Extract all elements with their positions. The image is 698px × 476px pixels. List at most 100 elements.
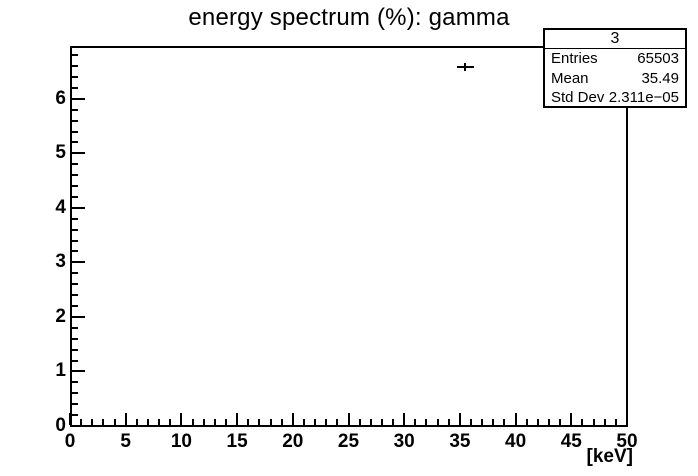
y-minor-tick <box>70 250 78 252</box>
stats-row-value: 65503 <box>637 50 679 68</box>
y-tick-label: 4 <box>55 196 66 218</box>
x-minor-tick <box>414 419 416 425</box>
y-minor-tick <box>70 163 78 165</box>
x-minor-tick <box>80 419 82 425</box>
y-minor-tick <box>70 338 78 340</box>
x-minor-tick <box>448 419 450 425</box>
x-minor-tick <box>169 419 171 425</box>
y-minor-tick <box>70 54 78 56</box>
x-minor-tick <box>548 419 550 425</box>
y-minor-tick <box>70 392 78 394</box>
x-tick-label: 50 <box>616 431 638 452</box>
y-major-tick <box>70 425 85 427</box>
x-major-tick <box>570 413 572 425</box>
x-minor-tick <box>325 419 327 425</box>
x-minor-tick <box>437 419 439 425</box>
plot-frame <box>70 46 628 427</box>
x-minor-tick <box>192 419 194 425</box>
x-minor-tick <box>158 419 160 425</box>
y-major-tick <box>70 370 85 372</box>
x-minor-tick <box>91 419 93 425</box>
y-minor-tick <box>70 403 78 405</box>
y-minor-tick <box>70 120 78 122</box>
x-major-tick <box>236 413 238 425</box>
stats-row: Mean 35.49 <box>545 69 685 89</box>
x-minor-tick <box>203 419 205 425</box>
x-minor-tick <box>214 419 216 425</box>
x-minor-tick <box>114 419 116 425</box>
x-major-tick <box>180 413 182 425</box>
x-minor-tick <box>247 419 249 425</box>
y-minor-tick <box>70 185 78 187</box>
x-minor-tick <box>314 419 316 425</box>
x-tick-label: 40 <box>505 431 527 452</box>
stats-row: Std Dev 2.311e−05 <box>545 88 685 108</box>
x-minor-tick <box>392 419 394 425</box>
y-tick-label: 3 <box>55 251 66 273</box>
x-minor-tick <box>281 419 283 425</box>
x-tick-label: 20 <box>282 431 304 452</box>
y-minor-tick <box>70 87 78 89</box>
stats-box-title: 3 <box>545 30 685 49</box>
x-minor-tick <box>258 419 260 425</box>
x-minor-tick <box>147 419 149 425</box>
x-minor-tick <box>425 419 427 425</box>
x-minor-tick <box>581 419 583 425</box>
x-minor-tick <box>336 419 338 425</box>
x-minor-tick <box>270 419 272 425</box>
plot-title: energy spectrum (%): gamma <box>188 4 510 31</box>
x-minor-tick <box>604 419 606 425</box>
stats-row-value: 35.49 <box>641 69 679 87</box>
y-minor-tick <box>70 272 78 274</box>
y-minor-tick <box>70 218 78 220</box>
y-major-tick <box>70 152 85 154</box>
y-minor-tick <box>70 283 78 285</box>
x-major-tick <box>403 413 405 425</box>
y-minor-tick <box>70 327 78 329</box>
x-minor-tick <box>481 419 483 425</box>
x-major-tick <box>626 413 628 425</box>
axis-tick-layer <box>69 46 628 427</box>
y-minor-tick <box>70 414 78 416</box>
stats-box-rows: Entries 65503 Mean 35.49 Std Dev 2.311e−05 <box>545 49 685 108</box>
y-major-tick <box>70 316 85 318</box>
x-tick-label: 35 <box>449 431 471 452</box>
x-minor-tick <box>615 419 617 425</box>
x-minor-tick <box>381 419 383 425</box>
x-minor-tick <box>593 419 595 425</box>
data-point-yerror-bar <box>464 62 467 71</box>
y-tick-label: 0 <box>55 415 66 436</box>
x-minor-tick <box>503 419 505 425</box>
y-minor-tick <box>70 229 78 231</box>
x-tick-label: 5 <box>120 431 131 452</box>
stats-row-label: Entries <box>551 50 598 68</box>
stats-row-label: Std Dev <box>551 89 605 107</box>
y-minor-tick <box>70 349 78 351</box>
x-minor-tick <box>537 419 539 425</box>
y-minor-tick <box>70 381 78 383</box>
x-tick-label: 25 <box>337 431 360 452</box>
stats-box: 3 Entries 65503 Mean 35.49 Std Dev 2.311e−05 <box>543 28 687 108</box>
stats-row-label: Mean <box>551 69 589 87</box>
y-minor-tick <box>70 131 78 133</box>
x-minor-tick <box>559 419 561 425</box>
x-major-tick <box>69 413 71 425</box>
y-minor-tick <box>70 240 78 242</box>
stats-row: Entries 65503 <box>545 49 685 69</box>
x-tick-label: 10 <box>170 431 192 452</box>
x-minor-tick <box>470 419 472 425</box>
x-tick-label: 45 <box>560 431 582 452</box>
y-major-tick <box>70 261 85 263</box>
x-tick-label: 0 <box>64 431 76 452</box>
x-minor-tick <box>303 419 305 425</box>
y-tick-label: 5 <box>55 142 66 164</box>
y-tick-label: 1 <box>55 360 66 382</box>
x-major-tick <box>459 413 461 425</box>
x-axis-title: [keV] <box>586 446 633 467</box>
y-minor-tick <box>70 305 78 307</box>
x-major-tick <box>515 413 517 425</box>
y-minor-tick <box>70 65 78 67</box>
y-minor-tick <box>70 360 78 362</box>
x-minor-tick <box>225 419 227 425</box>
